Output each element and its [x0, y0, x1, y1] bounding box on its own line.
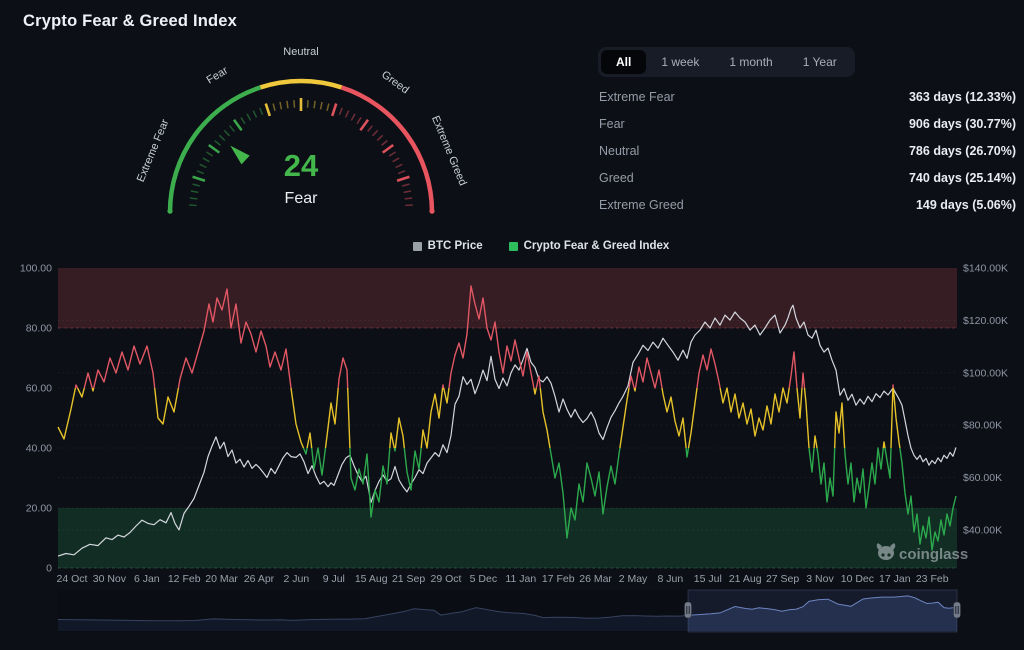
left-axis-tick: 0 [46, 563, 52, 575]
gauge-zone-label: Fear [205, 64, 231, 86]
nav-handle-left[interactable] [684, 601, 692, 619]
range-tab-bar: All 1 week 1 month 1 Year [598, 47, 855, 77]
right-axis-tick: $100.00K [963, 367, 1008, 379]
tab-all[interactable]: All [601, 50, 647, 74]
right-axis-tick: $60.00K [963, 472, 1002, 484]
fear-greed-gauge: Extreme Fear Fear Neutral Greed Extreme Gree… [135, 46, 469, 214]
stat-row-extreme-greed: Extreme Greed 149 days (5.06%) [599, 196, 1016, 214]
x-axis-tick: 5 Dec [470, 573, 497, 585]
x-axis-tick: 30 Nov [93, 573, 127, 585]
gauge-needle-icon [230, 145, 250, 165]
fear-greed-swatch-icon [508, 241, 518, 251]
stat-value: 906 days (30.77%) [908, 117, 1016, 131]
x-axis-tick: 10 Dec [841, 573, 874, 585]
chart-legend: BTC Price Crypto Fear & Greed Index [58, 240, 1024, 252]
stat-row-neutral: Neutral 786 days (26.70%) [599, 142, 1016, 160]
tab-1-week[interactable]: 1 week [646, 50, 714, 74]
left-axis-tick: 20.00 [26, 503, 52, 515]
x-axis-tick: 17 Feb [542, 573, 575, 585]
gauge-zone-label: Extreme Greed [429, 114, 469, 188]
x-axis-tick: 26 Mar [579, 573, 612, 585]
legend-label: Crypto Fear & Greed Index [523, 240, 670, 252]
gauge-ticks [189, 98, 413, 207]
stat-row-extreme-fear: Extreme Fear 363 days (12.33%) [599, 88, 1016, 106]
x-axis-tick: 15 Jul [694, 573, 722, 585]
stat-value: 149 days (5.06%) [915, 198, 1016, 212]
x-axis-tick: 24 Oct [57, 573, 88, 585]
x-axis-tick: 2 Jun [284, 573, 310, 585]
tab-1-month[interactable]: 1 month [714, 50, 787, 74]
x-axis-tick: 3 Nov [806, 573, 834, 585]
x-axis-tick: 15 Aug [355, 573, 388, 585]
x-axis-tick: 29 Oct [431, 573, 462, 585]
stat-label: Extreme Fear [599, 90, 675, 104]
classification-stats: Extreme Fear 363 days (12.33%) Fear 906 … [599, 88, 1016, 223]
gauge-zone-label: Neutral [283, 46, 318, 58]
chart-band [58, 268, 957, 328]
x-axis-tick: 9 Jul [323, 573, 345, 585]
x-axis-tick: 2 May [619, 573, 648, 585]
left-axis-tick: 80.00 [26, 323, 52, 335]
fear-greed-line-green [302, 447, 957, 551]
stat-label: Greed [599, 171, 634, 185]
x-axis-tick: 6 Jan [134, 573, 160, 585]
svg-text:coinglass: coinglass [899, 546, 968, 563]
x-axis-tick: 11 Jan [505, 573, 536, 585]
left-axis-tick: 40.00 [26, 443, 52, 455]
legend-label: BTC Price [427, 240, 483, 252]
stat-label: Fear [599, 117, 625, 131]
stat-row-fear: Fear 906 days (30.77%) [599, 115, 1016, 133]
gauge-arc [167, 78, 435, 214]
x-axis-tick: 20 Mar [205, 573, 238, 585]
gauge-value-label: Fear [285, 190, 319, 207]
coinglass-watermark: coinglass [876, 543, 968, 563]
btc-price-swatch-icon [412, 241, 422, 251]
stat-value: 740 days (25.14%) [908, 171, 1016, 185]
tab-1-year[interactable]: 1 Year [788, 50, 852, 74]
fear-greed-line-red [74, 285, 894, 389]
btc-price-line [57, 304, 957, 557]
right-axis-tick: $120.00K [963, 315, 1008, 327]
chart-band [58, 508, 957, 568]
stat-value: 786 days (26.70%) [908, 144, 1016, 158]
gauge-zone-label: Extreme Fear [135, 117, 172, 183]
gauge-value: 24 [284, 148, 319, 183]
gauge-zone-label: Greed [379, 69, 411, 97]
x-axis-tick: 17 Jan [879, 573, 911, 585]
nav-mask [58, 590, 689, 632]
main-chart[interactable]: 100.00 80.00 60.00 40.00 20.00 0 $140.00K $120.… [0, 258, 1024, 590]
nav-selection[interactable] [687, 589, 958, 633]
right-axis-tick: $80.00K [963, 420, 1002, 432]
fear-greed-line-yellow [57, 387, 901, 449]
stat-value: 363 days (12.33%) [908, 90, 1016, 104]
right-axis-tick: $40.00K [963, 524, 1002, 536]
right-axis-tick: $140.00K [963, 263, 1008, 275]
stat-label: Neutral [599, 144, 640, 158]
x-axis-tick: 23 Feb [916, 573, 949, 585]
gridlines [58, 319, 957, 569]
x-axis-tick: 26 Apr [244, 573, 275, 585]
nav-handle-right[interactable] [953, 601, 961, 619]
navigator[interactable] [0, 588, 1024, 640]
x-axis-tick: 8 Jun [658, 573, 684, 585]
x-axis-tick: 21 Sep [392, 573, 425, 585]
x-axis-tick: 27 Sep [766, 573, 799, 585]
x-axis-tick: 12 Feb [168, 573, 201, 585]
page-title: Crypto Fear & Greed Index [23, 12, 238, 30]
stat-row-greed: Greed 740 days (25.14%) [599, 169, 1016, 187]
legend-item-fear-greed[interactable]: Crypto Fear & Greed Index [508, 240, 670, 252]
stat-label: Extreme Greed [599, 198, 684, 212]
left-axis-tick: 60.00 [26, 383, 52, 395]
x-axis-tick: 21 Aug [729, 573, 762, 585]
legend-item-btc-price[interactable]: BTC Price [412, 240, 483, 252]
left-axis-tick: 100.00 [20, 263, 52, 275]
